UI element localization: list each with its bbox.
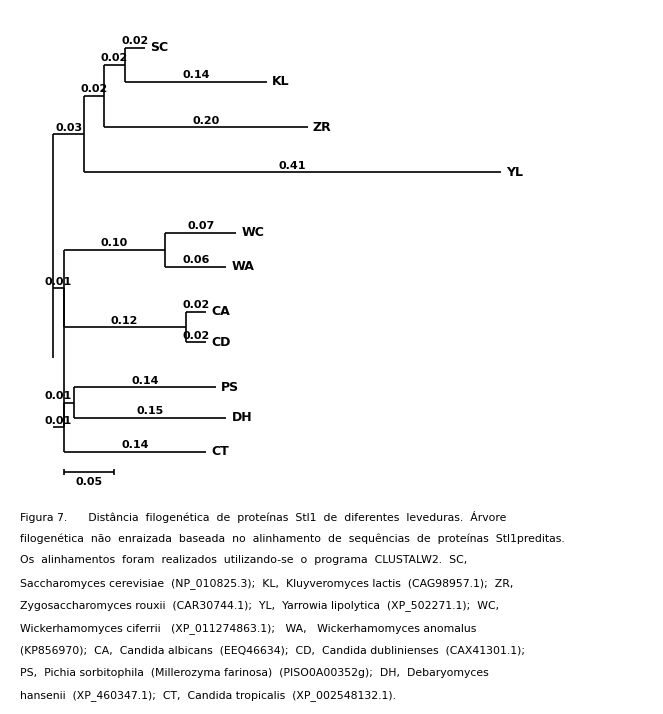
Text: 0.01: 0.01	[45, 391, 72, 401]
Text: 0.02: 0.02	[80, 84, 108, 94]
Text: filogenética  não  enraizada  baseada  no  alinhamento  de  sequências  de  prot: filogenética não enraizada baseada no al…	[20, 533, 565, 543]
Text: 0.05: 0.05	[76, 477, 103, 487]
Text: 0.02: 0.02	[101, 54, 128, 64]
Text: CT: CT	[211, 445, 229, 458]
Text: ZR: ZR	[313, 121, 332, 134]
Text: Figura 7.      Distância  filogenética  de  proteínas  Stl1  de  diferentes  lev: Figura 7. Distância filogenética de prot…	[20, 511, 507, 523]
Text: SC: SC	[150, 41, 168, 54]
Text: 0.20: 0.20	[192, 116, 219, 126]
Text: WA: WA	[231, 260, 255, 273]
Text: PS: PS	[221, 381, 239, 394]
Text: 0.14: 0.14	[131, 376, 158, 386]
Text: 0.14: 0.14	[121, 440, 149, 450]
Text: 0.01: 0.01	[45, 277, 72, 287]
Text: DH: DH	[231, 411, 252, 424]
Text: Wickerhamomyces ciferrii   (XP_011274863.1);   WA,   Wickerhamomyces anomalus: Wickerhamomyces ciferrii (XP_011274863.1…	[20, 623, 476, 634]
Text: 0.07: 0.07	[187, 221, 215, 231]
Text: Os  alinhamentos  foram  realizados  utilizando-se  o  programa  CLUSTALW2.  SC,: Os alinhamentos foram realizados utiliza…	[20, 555, 467, 565]
Text: 0.02: 0.02	[182, 331, 210, 341]
Text: (KP856970);  CA,  Candida albicans  (EEQ46634);  CD,  Candida dublinienses  (CAX: (KP856970); CA, Candida albicans (EEQ466…	[20, 645, 525, 655]
Text: PS,  Pichia sorbitophila  (Millerozyma farinosa)  (PISO0A00352g);  DH,  Debaryom: PS, Pichia sorbitophila (Millerozyma far…	[20, 668, 489, 678]
Text: 0.06: 0.06	[182, 255, 210, 265]
Text: CA: CA	[211, 306, 230, 318]
Text: 0.15: 0.15	[137, 406, 164, 416]
Text: 0.12: 0.12	[111, 316, 139, 326]
Text: 0.01: 0.01	[45, 416, 72, 426]
Text: Zygosaccharomyces rouxii  (CAR30744.1);  YL,  Yarrowia lipolytica  (XP_502271.1): Zygosaccharomyces rouxii (CAR30744.1); Y…	[20, 600, 499, 611]
Text: 0.10: 0.10	[101, 238, 128, 248]
Text: KL: KL	[272, 75, 290, 89]
Text: 0.14: 0.14	[182, 70, 210, 80]
Text: 0.41: 0.41	[278, 161, 306, 171]
Text: 0.02: 0.02	[182, 301, 210, 311]
Text: Saccharomyces cerevisiae  (NP_010825.3);  KL,  Kluyveromyces lactis  (CAG98957.1: Saccharomyces cerevisiae (NP_010825.3); …	[20, 578, 513, 589]
Text: YL: YL	[506, 166, 523, 178]
Text: CD: CD	[211, 336, 231, 348]
Text: hansenii  (XP_460347.1);  CT,  Candida tropicalis  (XP_002548132.1).: hansenii (XP_460347.1); CT, Candida trop…	[20, 690, 396, 701]
Text: 0.03: 0.03	[55, 123, 82, 133]
Text: 0.02: 0.02	[121, 36, 149, 46]
Text: WC: WC	[241, 226, 265, 239]
